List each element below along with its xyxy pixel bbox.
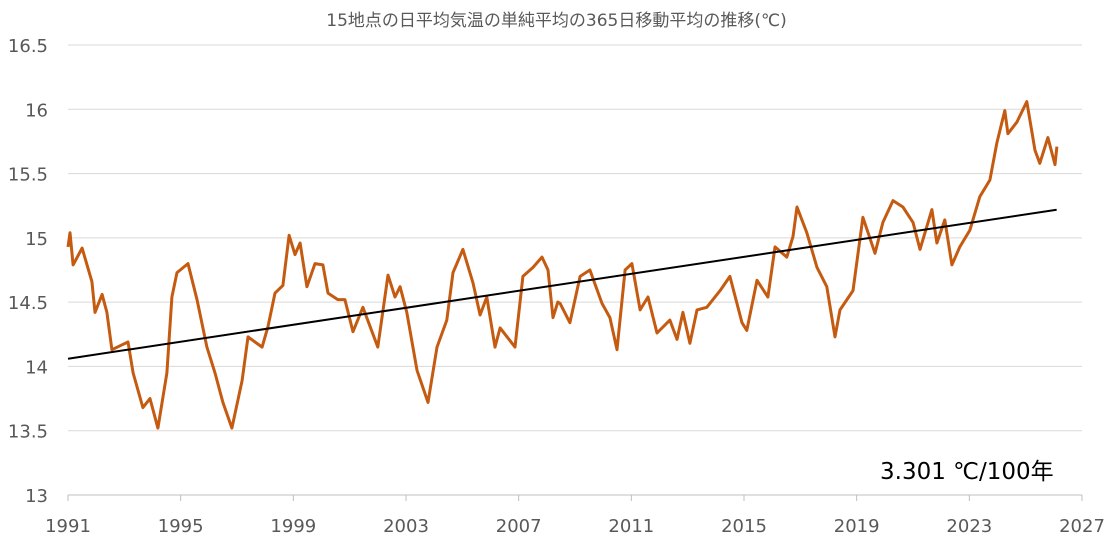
x-tick-label: 1999 bbox=[270, 516, 316, 537]
x-axis: 1991 1995 1999 2003 2007 2011 2015 2019 2023 2027 bbox=[45, 494, 1105, 537]
y-tick-label: 15 bbox=[25, 229, 48, 250]
y-tick-label: 14.5 bbox=[8, 293, 48, 314]
x-tick-label: 2011 bbox=[608, 516, 654, 537]
x-tick-label: 2027 bbox=[1059, 516, 1105, 537]
x-tick-label: 2007 bbox=[496, 516, 542, 537]
y-tick-label: 14 bbox=[25, 357, 48, 378]
trend-line bbox=[67, 208, 1057, 360]
x-tick-label: 2023 bbox=[946, 516, 992, 537]
temperature-series-line bbox=[66, 100, 1059, 430]
y-axis: 13 13.5 14 14.5 15 15.5 16 16.5 bbox=[8, 36, 48, 507]
x-tick-label: 1995 bbox=[158, 516, 204, 537]
gridlines bbox=[68, 44, 1082, 432]
x-tick-label: 2003 bbox=[383, 516, 429, 537]
x-tick-label: 2015 bbox=[721, 516, 767, 537]
series-layer bbox=[66, 100, 1059, 430]
y-tick-label: 13.5 bbox=[8, 422, 48, 443]
x-tick-label: 2019 bbox=[834, 516, 880, 537]
x-tick-label: 1991 bbox=[45, 516, 91, 537]
y-tick-label: 16.5 bbox=[8, 36, 48, 57]
y-tick-label: 13 bbox=[25, 486, 48, 507]
trend-annotation: 3.301 ℃/100年 bbox=[880, 459, 1054, 485]
y-tick-label: 15.5 bbox=[8, 165, 48, 186]
chart-title: 15地点の日平均気温の単純平均の365日移動平均の推移(℃) bbox=[326, 11, 787, 31]
y-tick-label: 16 bbox=[25, 100, 48, 121]
